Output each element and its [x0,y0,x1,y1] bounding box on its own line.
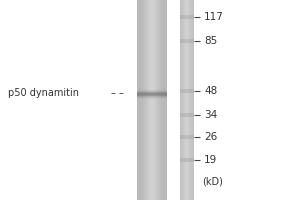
Bar [180,15,194,19]
Bar [149,0,151,200]
Bar [190,0,191,200]
Text: 48: 48 [204,86,217,96]
Bar [136,95,166,96]
Bar [160,0,161,200]
Bar [143,0,145,200]
Bar [166,0,167,200]
Bar [136,0,137,200]
Bar [140,0,142,200]
Bar [192,0,193,200]
Text: 34: 34 [204,110,217,120]
Bar [136,96,166,97]
Bar [136,99,166,100]
Bar [142,0,143,200]
Bar [157,0,158,200]
Bar [136,93,166,94]
Bar [183,0,184,200]
Bar [136,88,166,89]
Text: p50 dynamitin: p50 dynamitin [8,88,79,98]
Bar [136,90,166,91]
Text: 117: 117 [204,12,224,22]
Bar [137,0,139,200]
Bar [164,0,166,200]
Bar [155,0,157,200]
Bar [136,98,166,99]
Bar [185,0,186,200]
Bar [193,0,194,200]
Bar [154,0,155,200]
Bar [163,0,164,200]
Bar [161,0,163,200]
Bar [180,89,194,93]
Text: – –: – – [111,88,124,98]
Bar [152,0,154,200]
Bar [188,0,189,200]
Bar [180,39,194,43]
Bar [180,135,194,139]
Bar [189,0,190,200]
Bar [151,0,152,200]
Bar [136,97,166,98]
Bar [187,0,188,200]
Bar [180,158,194,162]
Bar [160,0,161,200]
Bar [136,91,166,92]
Bar [136,92,166,93]
Bar [186,0,187,200]
Text: (kD): (kD) [202,176,223,186]
Bar [139,0,140,200]
Bar [146,0,148,200]
Bar [136,89,166,90]
Bar [136,94,166,95]
Bar [191,0,192,200]
Bar [145,0,146,200]
Bar [180,0,181,200]
Text: 26: 26 [204,132,217,142]
Text: 19: 19 [204,155,217,165]
Bar [182,0,183,200]
Text: 85: 85 [204,36,217,46]
Bar [158,0,160,200]
Bar [180,113,194,117]
Bar [180,0,194,200]
Bar [184,0,185,200]
Bar [148,0,149,200]
Bar [136,0,166,200]
